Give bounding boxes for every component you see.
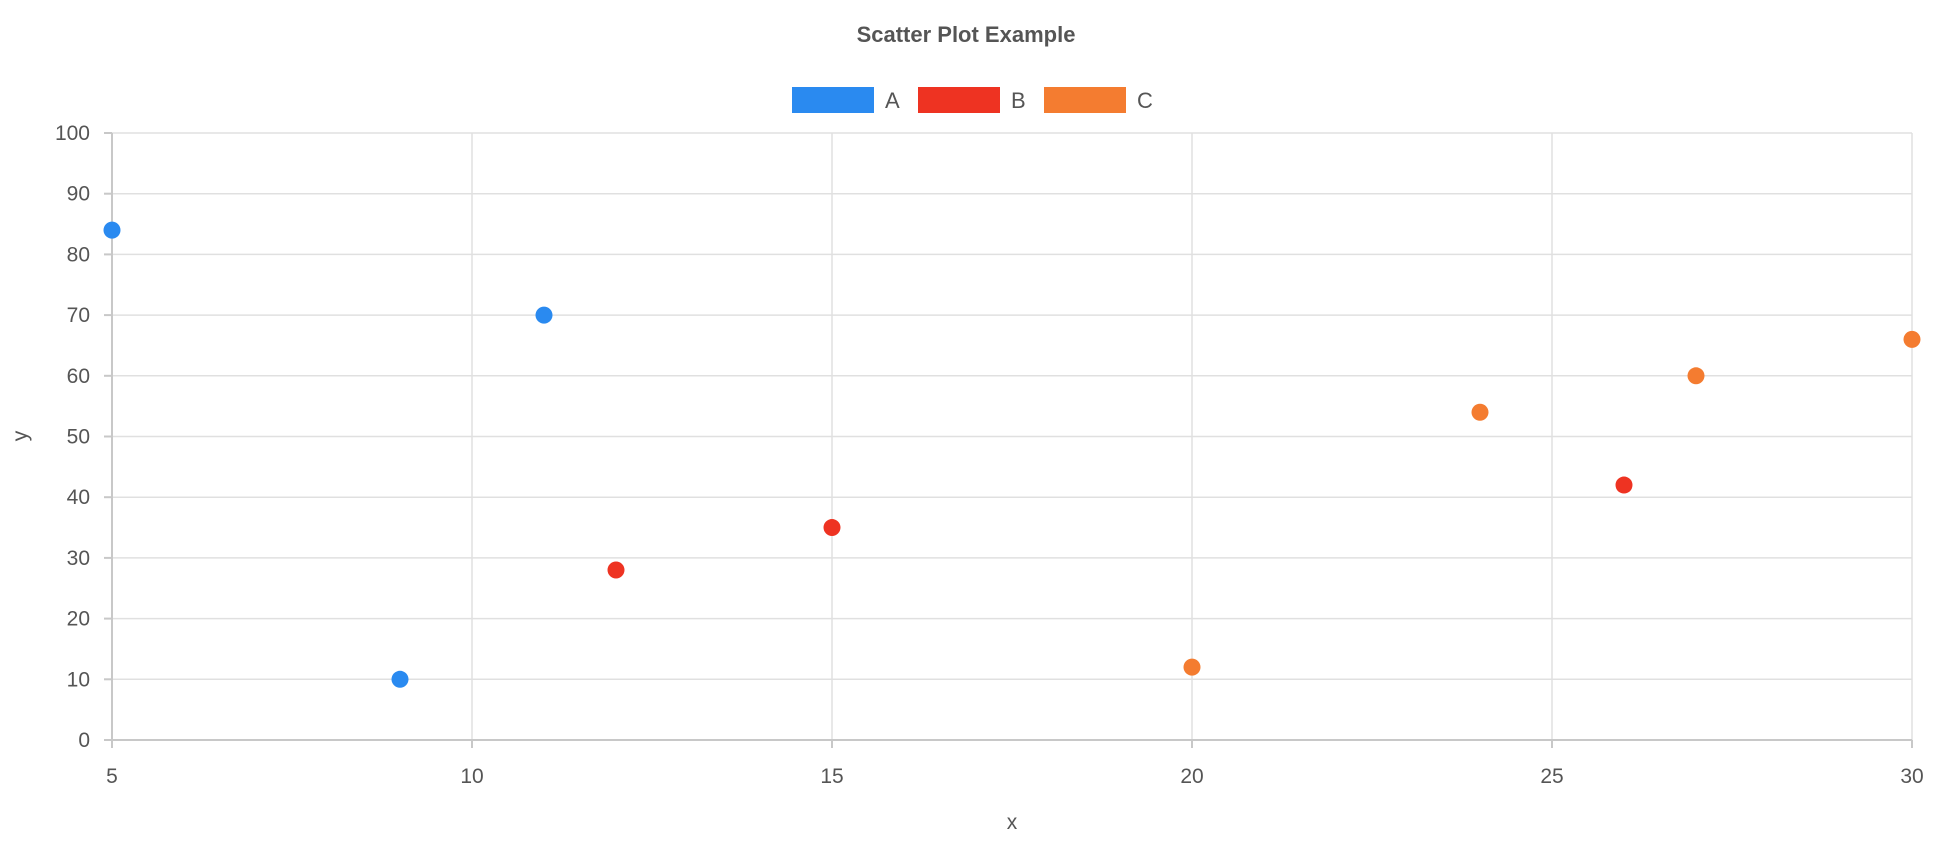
x-axis-ticks: 5 10 15 20 25 30 — [106, 765, 1924, 788]
y-tick-label: 20 — [67, 608, 90, 631]
legend-swatch — [918, 87, 1000, 113]
legend-item-b[interactable]: B — [918, 87, 1026, 113]
data-point[interactable] — [607, 561, 625, 579]
legend-label: A — [885, 88, 900, 113]
legend-item-a[interactable]: A — [792, 87, 900, 113]
data-point[interactable] — [1471, 403, 1489, 421]
x-tick-label: 5 — [106, 765, 118, 788]
data-point[interactable] — [1615, 476, 1633, 494]
y-tick-label: 100 — [55, 122, 90, 145]
data-point[interactable] — [535, 306, 553, 324]
x-axis-title: x — [1007, 811, 1018, 834]
data-point[interactable] — [391, 670, 409, 688]
y-axis-ticks: 0 10 20 30 40 50 60 70 80 90 100 — [55, 122, 90, 752]
series-c — [1183, 330, 1921, 676]
data-point[interactable] — [823, 519, 841, 537]
y-tick-label: 90 — [67, 183, 90, 206]
y-axis-title: y — [9, 430, 32, 441]
legend-label: B — [1011, 88, 1026, 113]
legend: A B C — [792, 87, 1153, 113]
y-tick-label: 60 — [67, 365, 90, 388]
y-tick-label: 70 — [67, 304, 90, 327]
data-point[interactable] — [1687, 367, 1705, 385]
y-tick-label: 0 — [78, 729, 90, 752]
chart-title: Scatter Plot Example — [857, 22, 1076, 47]
x-tick-label: 20 — [1180, 765, 1203, 788]
legend-item-c[interactable]: C — [1044, 87, 1153, 113]
y-tick-label: 50 — [67, 426, 90, 449]
y-tick-label: 40 — [67, 486, 90, 509]
data-point[interactable] — [1903, 330, 1921, 348]
legend-swatch — [1044, 87, 1126, 113]
data-point[interactable] — [103, 221, 121, 239]
legend-swatch — [792, 87, 874, 113]
data-point[interactable] — [1183, 658, 1201, 676]
y-tick-label: 10 — [67, 668, 90, 691]
x-tick-label: 15 — [820, 765, 843, 788]
legend-label: C — [1137, 88, 1153, 113]
series-a — [103, 221, 553, 688]
y-tick-label: 80 — [67, 243, 90, 266]
x-tick-label: 25 — [1540, 765, 1563, 788]
data-points — [103, 221, 1921, 688]
y-tick-label: 30 — [67, 547, 90, 570]
axes — [104, 132, 1913, 748]
series-b — [607, 476, 1633, 579]
x-tick-label: 10 — [460, 765, 483, 788]
grid — [111, 132, 1913, 741]
x-tick-label: 30 — [1900, 765, 1923, 788]
